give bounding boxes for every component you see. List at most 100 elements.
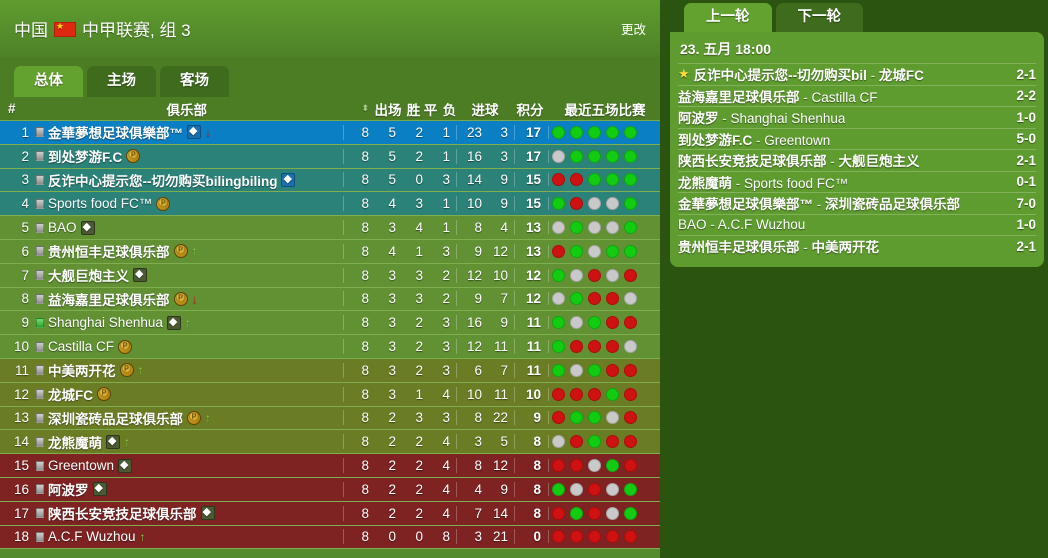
form-loss-dot[interactable] — [552, 387, 565, 401]
table-row[interactable]: 12 龙城FC 83 1 4 10 11 10 — [0, 382, 660, 407]
form-draw-dot[interactable] — [606, 268, 619, 282]
form-loss-dot[interactable] — [570, 435, 583, 449]
form-win-dot[interactable] — [552, 125, 565, 139]
form-draw-dot[interactable] — [570, 316, 583, 330]
form-win-dot[interactable] — [570, 244, 583, 258]
form-loss-dot[interactable] — [606, 530, 619, 544]
table-row[interactable]: 18 A.C.F Wuzhou ↑ 8 0 0 8 3 21 0 — [0, 525, 660, 550]
form-loss-dot[interactable] — [624, 435, 637, 449]
form-loss-dot[interactable] — [588, 506, 601, 520]
table-row[interactable]: 16阿波罗8224498 — [0, 477, 660, 502]
form-draw-dot[interactable] — [570, 363, 583, 377]
form-win-dot[interactable] — [588, 316, 601, 330]
form-loss-dot[interactable] — [624, 387, 637, 401]
match-row[interactable]: 龙熊魔萌 - Sports food FC™ 0-1 — [678, 170, 1036, 193]
form-loss-dot[interactable] — [606, 340, 619, 354]
form-loss-dot[interactable] — [588, 268, 601, 282]
form-loss-dot[interactable] — [588, 387, 601, 401]
form-win-dot[interactable] — [588, 411, 601, 425]
form-loss-dot[interactable] — [552, 173, 565, 187]
header-club[interactable]: 俱乐部 — [166, 102, 207, 118]
form-loss-dot[interactable] — [606, 292, 619, 306]
club-cell[interactable]: A.C.F Wuzhou ↑ — [34, 529, 343, 544]
form-draw-dot[interactable] — [588, 197, 601, 211]
form-loss-dot[interactable] — [570, 530, 583, 544]
form-loss-dot[interactable] — [552, 459, 565, 473]
tab-home[interactable]: 主场 — [87, 65, 156, 97]
tab-overall[interactable]: 总体 — [14, 65, 83, 97]
form-draw-dot[interactable] — [588, 459, 601, 473]
form-loss-dot[interactable] — [552, 244, 565, 258]
form-win-dot[interactable] — [588, 363, 601, 377]
form-loss-dot[interactable] — [570, 459, 583, 473]
header-lost[interactable]: 负 — [442, 102, 457, 118]
form-loss-dot[interactable] — [588, 482, 601, 496]
form-loss-dot[interactable] — [624, 459, 637, 473]
form-win-dot[interactable] — [624, 221, 637, 235]
form-loss-dot[interactable] — [624, 411, 637, 425]
club-cell[interactable]: Shanghai Shenhua ↑ — [34, 315, 343, 330]
header-form[interactable]: 最近五场比赛 — [564, 102, 646, 118]
club-cell[interactable]: 深圳瓷砖品足球俱乐部 ↑ — [34, 408, 343, 428]
form-win-dot[interactable] — [552, 316, 565, 330]
form-loss-dot[interactable] — [606, 435, 619, 449]
form-draw-dot[interactable] — [624, 340, 637, 354]
form-win-dot[interactable] — [606, 173, 619, 187]
club-cell[interactable]: Greentown — [34, 458, 343, 473]
form-win-dot[interactable] — [552, 482, 565, 496]
form-win-dot[interactable] — [624, 244, 637, 258]
form-draw-dot[interactable] — [570, 268, 583, 282]
form-draw-dot[interactable] — [552, 292, 565, 306]
match-row[interactable]: 贵州恒丰足球俱乐部 - 中美两开花 2-1 — [678, 235, 1036, 257]
club-cell[interactable]: 益海嘉里足球俱乐部 ↓ — [34, 289, 343, 309]
form-win-dot[interactable] — [624, 482, 637, 496]
change-league-link[interactable]: 更改 — [620, 23, 646, 37]
star-icon[interactable]: ★ — [678, 66, 690, 82]
form-win-dot[interactable] — [606, 125, 619, 139]
form-draw-dot[interactable] — [624, 292, 637, 306]
match-row[interactable]: ★ 反诈中心提示您--切勿购买bil - 龙城FC 2-1 — [678, 63, 1036, 85]
header-points[interactable]: 积分 — [516, 102, 544, 118]
match-row[interactable]: 陕西长安竞技足球俱乐部 - 大舰巨炮主义 2-1 — [678, 149, 1036, 171]
form-loss-dot[interactable] — [606, 316, 619, 330]
club-cell[interactable]: 龙城FC — [34, 384, 343, 404]
form-loss-dot[interactable] — [588, 292, 601, 306]
header-drawn[interactable]: 平 — [423, 102, 438, 118]
form-win-dot[interactable] — [552, 363, 565, 377]
form-win-dot[interactable] — [570, 411, 583, 425]
tab-previous-round[interactable]: 上一轮 — [684, 2, 772, 32]
form-loss-dot[interactable] — [570, 387, 583, 401]
header-rank[interactable]: # — [8, 101, 16, 116]
club-cell[interactable]: Sports food FC™ — [34, 196, 343, 211]
club-cell[interactable]: 龙熊魔萌 ↑ — [34, 432, 343, 452]
form-win-dot[interactable] — [570, 125, 583, 139]
table-row[interactable]: 17陕西长安竞技足球俱乐部82247148 — [0, 501, 660, 526]
form-loss-dot[interactable] — [552, 506, 565, 520]
tab-away[interactable]: 客场 — [160, 65, 229, 97]
sort-arrow-icon[interactable]: ⬍ — [361, 103, 369, 113]
match-row[interactable]: BAO - A.C.F Wuzhou 1-0 — [678, 213, 1036, 236]
form-win-dot[interactable] — [606, 459, 619, 473]
form-win-dot[interactable] — [570, 506, 583, 520]
club-cell[interactable]: 陕西长安竞技足球俱乐部 — [34, 503, 343, 523]
form-loss-dot[interactable] — [552, 530, 565, 544]
form-win-dot[interactable] — [588, 435, 601, 449]
form-loss-dot[interactable] — [588, 340, 601, 354]
tab-next-round[interactable]: 下一轮 — [775, 2, 863, 32]
club-cell[interactable]: 大舰巨炮主义 — [34, 265, 343, 285]
header-won[interactable]: 胜 — [406, 102, 421, 118]
match-row[interactable]: 阿波罗 - Shanghai Shenhua 1-0 — [678, 106, 1036, 128]
form-loss-dot[interactable] — [552, 411, 565, 425]
form-draw-dot[interactable] — [552, 221, 565, 235]
table-row[interactable]: 2 到处梦游F.C 85 2 1 16 3 17 — [0, 144, 660, 169]
form-win-dot[interactable] — [570, 149, 583, 163]
form-draw-dot[interactable] — [570, 482, 583, 496]
form-win-dot[interactable] — [570, 221, 583, 235]
club-cell[interactable]: 中美两开花 ↑ — [34, 360, 343, 380]
form-loss-dot[interactable] — [624, 268, 637, 282]
club-cell[interactable]: 到处梦游F.C — [34, 146, 343, 166]
